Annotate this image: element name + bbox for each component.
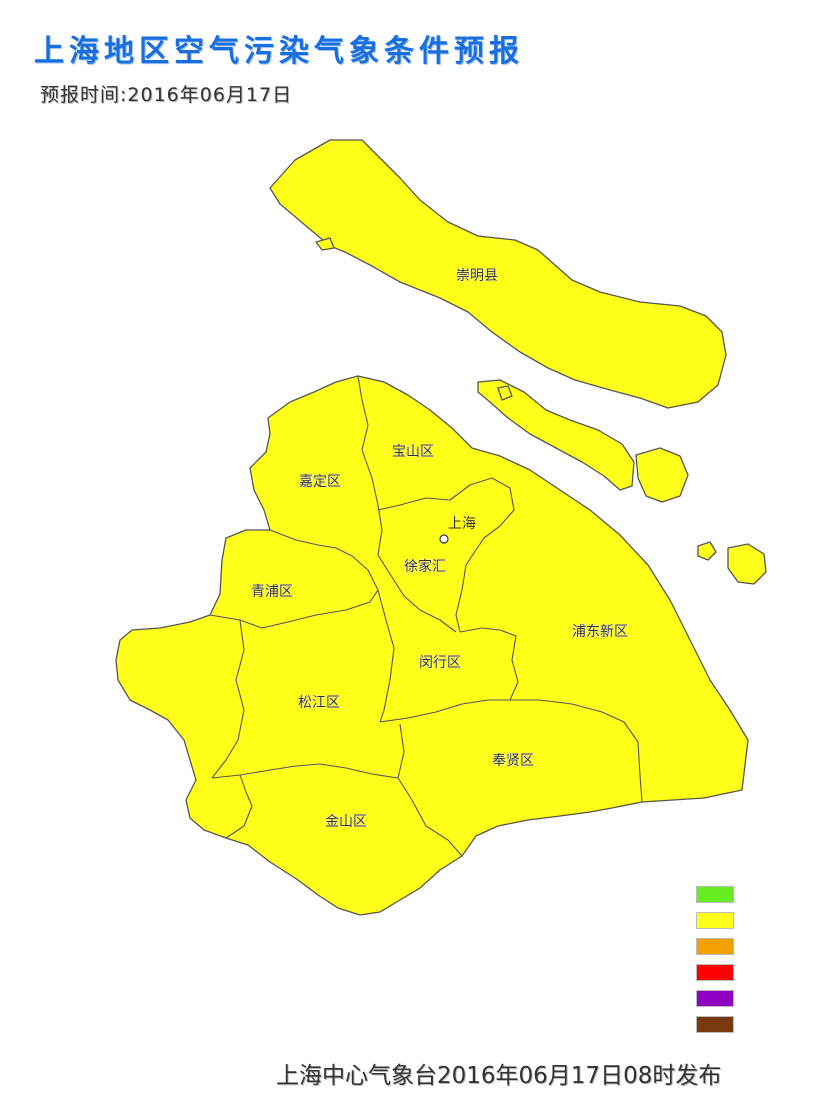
islet-4 [497, 385, 513, 401]
label-jiading: 嘉定区 [299, 474, 341, 490]
islet-2 [477, 379, 635, 491]
legend-swatch-level-2 [696, 912, 734, 929]
publish-footer: 上海中心气象台2016年06月17日08时发布 [276, 1063, 722, 1089]
label-baoshan: 宝山区 [392, 444, 434, 460]
legend-swatch-level-3 [696, 938, 734, 955]
border-minhang-pudong [459, 627, 519, 701]
border-jiading-qingpu [269, 529, 379, 591]
label-qingpu: 青浦区 [251, 584, 293, 600]
label-fengxian: 奉贤区 [492, 753, 534, 769]
legend-swatch-level-1 [696, 886, 734, 903]
shanghai-city-marker-icon [439, 534, 449, 544]
label-chongming: 崇明县 [456, 268, 498, 284]
border-minhang-south [379, 699, 510, 723]
border-baoshan-pudong [377, 477, 515, 633]
label-songjiang: 松江区 [298, 695, 340, 711]
label-xujiahui: 徐家汇 [404, 558, 446, 575]
city-label-shanghai: 上海 [448, 516, 476, 532]
border-jinshan-west [225, 774, 253, 839]
region-mainland [115, 375, 749, 916]
page-title: 上海地区空气污染气象条件预报 [34, 34, 524, 69]
color-legend [696, 886, 736, 1042]
islet-3 [635, 447, 689, 503]
legend-swatch-level-6 [696, 1016, 734, 1033]
border-fengxian-north [510, 699, 643, 803]
legend-swatch-level-5 [696, 990, 734, 1007]
label-pudong: 浦东新区 [572, 624, 628, 640]
border-minhang-songjiang [377, 589, 395, 723]
legend-swatch-level-4 [696, 964, 734, 981]
border-xuhui [377, 554, 457, 633]
islet-1 [315, 237, 335, 251]
label-jinshan: 金山区 [325, 814, 367, 830]
region-chongming [269, 139, 727, 409]
border-jinshan-north [211, 763, 399, 779]
border-songjiang-west [211, 619, 245, 779]
islet-6 [727, 543, 767, 585]
forecast-time: 预报时间:2016年06月17日 [40, 84, 293, 106]
border-fengxian-west [397, 723, 463, 857]
border-jiading-baoshan [357, 375, 383, 556]
border-qingpu-songjiang [209, 589, 379, 629]
label-minhang: 闵行区 [419, 655, 461, 671]
islet-5 [697, 541, 717, 561]
